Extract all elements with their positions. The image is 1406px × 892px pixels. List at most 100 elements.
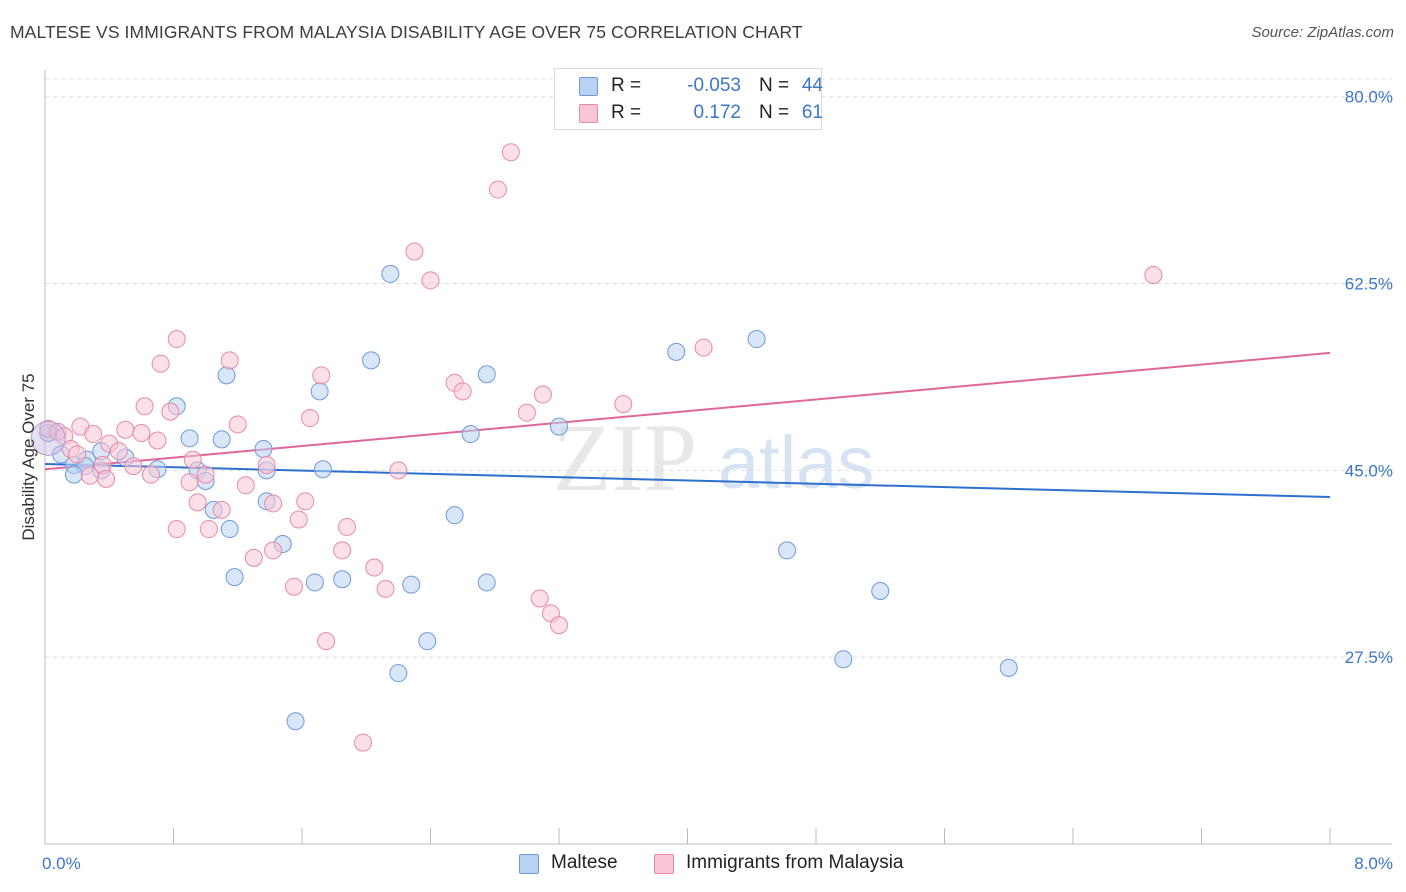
point-malaysia [228,415,247,434]
y-tick-label: 27.5% [1345,648,1393,667]
x-tick-label: 0.0% [42,854,81,873]
point-malaysia [530,589,549,608]
legend-r-label: R = [611,75,642,96]
y-axis-label: Disability Age Over 75 [19,373,38,540]
point-malaysia [289,510,308,529]
point-malaysia [501,143,520,162]
point-maltese [747,330,766,349]
watermark-zip: ZIP [553,404,697,511]
point-malaysia [337,517,356,536]
legend-swatch-maltese [519,854,539,874]
point-malaysia [533,385,552,404]
legend-r-value: -0.053 [687,75,741,96]
point-malaysia [68,445,87,464]
point-malaysia [488,180,507,199]
y-tick-label: 45.0% [1345,461,1393,480]
point-maltese [461,425,480,444]
point-maltese [313,460,332,479]
point-malaysia [453,382,472,401]
point-malaysia [142,465,161,484]
point-malaysia [124,457,143,476]
point-malaysia [257,456,276,475]
point-maltese [477,365,496,384]
point-malaysia [354,733,373,752]
point-malaysia [317,632,336,651]
point-malaysia [421,271,440,290]
point-malaysia [135,397,154,416]
point-maltese [225,568,244,587]
point-maltese [64,465,83,484]
point-maltese [381,264,400,283]
point-malaysia [84,425,103,444]
point-malaysia [301,409,320,428]
point-malaysia [264,541,283,560]
point-maltese [871,581,890,600]
point-maltese [286,712,305,731]
point-maltese [999,658,1018,677]
point-malaysia [614,395,633,414]
point-malaysia [97,469,116,488]
legend-swatch-malaysia [654,854,674,874]
point-maltese [212,430,231,449]
point-malaysia [180,473,199,492]
point-maltese [220,520,239,539]
point-maltese [477,573,496,592]
point-malaysia [550,616,568,635]
point-malaysia [183,450,202,469]
point-maltese [402,575,421,594]
point-maltese [305,573,324,592]
point-malaysia [244,548,263,567]
y-tick-label: 62.5% [1345,275,1393,294]
legend-r-value: 0.172 [693,102,741,123]
point-malaysia [1144,265,1163,284]
legend-n-value: 44 [801,75,823,96]
series-legend: Maltese Immigrants from Malaysia [0,852,1406,878]
point-malaysia [109,442,128,461]
y-tick-label: 80.0% [1345,88,1393,107]
legend-r-label: R = [611,102,642,123]
legend-n-label: N = [759,75,790,96]
correlation-legend: R = -0.053 N = 44 R = 0.172 N = 61 [554,68,823,130]
point-malaysia [405,242,424,261]
source-label: Source: ZipAtlas.com [1251,24,1394,41]
legend-label-malaysia: Immigrants from Malaysia [686,852,904,873]
point-maltese [667,342,686,361]
watermark-atlas: atlas [718,421,874,504]
point-malaysia [196,465,215,484]
point-malaysia [236,476,255,495]
point-malaysia [312,366,331,385]
point-malaysia [167,520,186,539]
point-maltese [445,506,464,525]
point-malaysia [151,354,170,373]
point-maltese [778,541,797,560]
x-tick-label: 8.0% [1354,854,1393,873]
point-maltese [550,417,568,436]
point-malaysia [694,338,713,357]
point-malaysia [284,577,303,596]
point-cluster-overlap [30,420,66,456]
point-malaysia [389,461,408,480]
point-malaysia [132,423,151,442]
chart-title: MALTESE VS IMMIGRANTS FROM MALAYSIA DISA… [10,22,803,42]
axes [44,70,1392,845]
point-malaysia [333,541,352,560]
point-maltese [834,650,853,669]
legend-label-maltese: Maltese [551,852,618,873]
point-malaysia [517,403,536,422]
point-maltese [333,570,352,589]
axis-labels: 27.5% 45.0% 62.5% 80.0% 0.0% 8.0% Disability A… [19,88,1393,873]
legend-swatch-maltese [579,77,598,96]
point-malaysia [212,500,231,519]
point-malaysia [167,330,186,349]
point-maltese [310,382,329,401]
watermark: ZIP atlas [553,404,874,511]
legend-n-label: N = [759,102,790,123]
point-maltese [418,632,437,651]
data-points [30,143,1163,752]
point-malaysia [220,351,239,370]
point-malaysia [376,579,395,598]
point-maltese [362,351,381,370]
point-malaysia [161,402,180,421]
point-maltese [389,664,408,683]
